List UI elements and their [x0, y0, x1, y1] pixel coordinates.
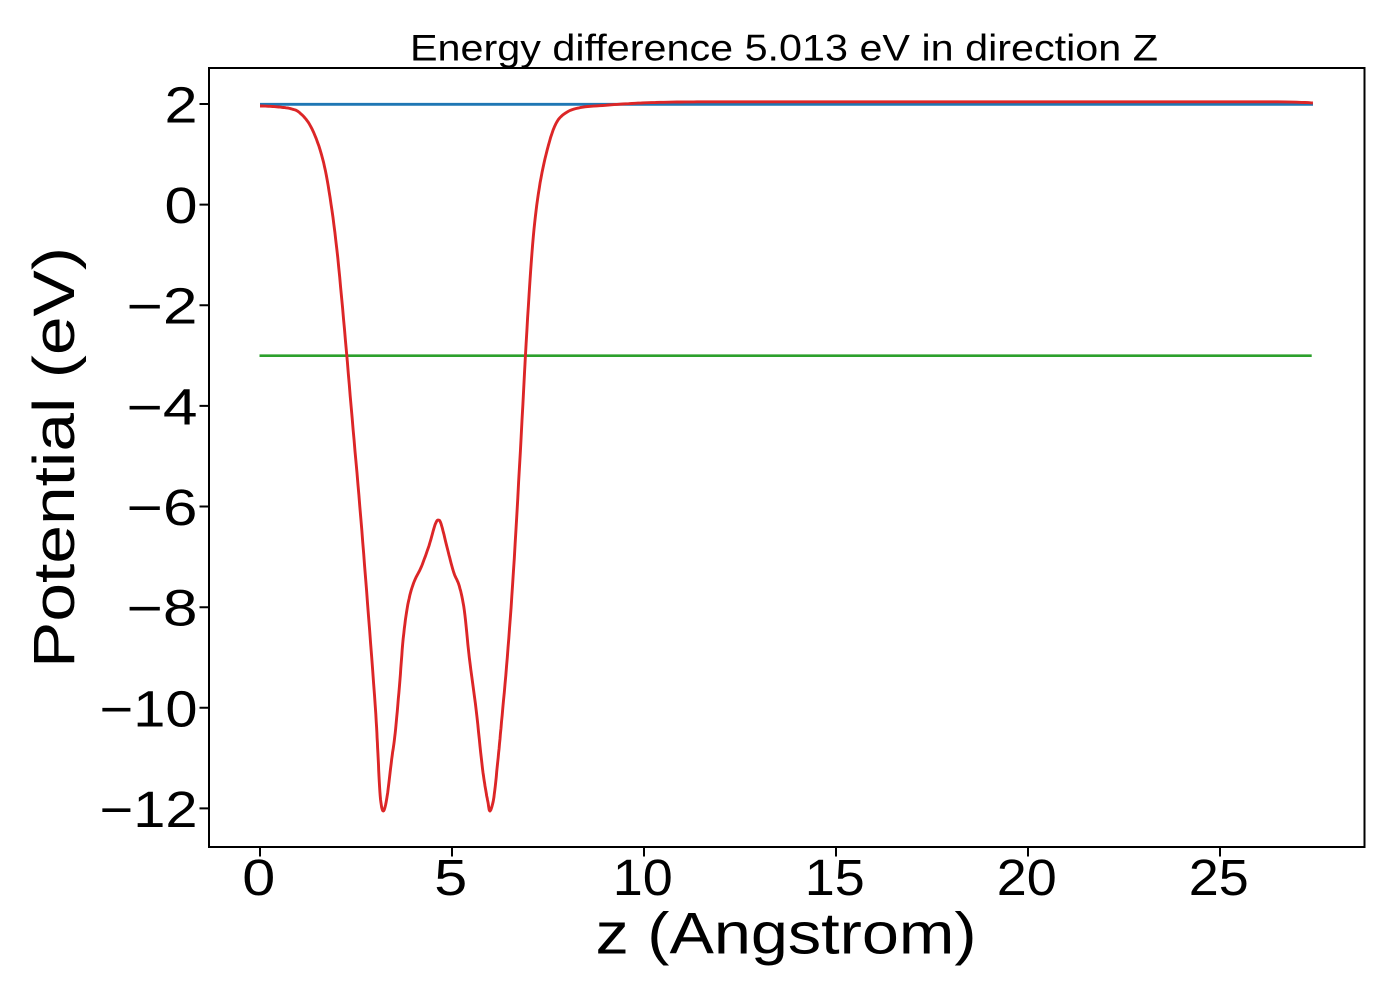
svg-text:15: 15	[805, 849, 865, 906]
svg-text:−8: −8	[127, 580, 198, 637]
svg-text:−10: −10	[100, 680, 198, 737]
svg-text:0: 0	[242, 849, 275, 906]
svg-text:0: 0	[165, 177, 198, 234]
svg-text:20: 20	[997, 849, 1057, 906]
svg-text:−4: −4	[127, 378, 198, 435]
svg-text:−2: −2	[127, 278, 198, 335]
svg-text:−6: −6	[127, 479, 198, 536]
svg-text:Energy difference 5.013 eV in: Energy difference 5.013 eV in direction …	[410, 28, 1158, 69]
svg-text:25: 25	[1189, 849, 1249, 906]
svg-text:−12: −12	[100, 781, 198, 838]
svg-text:2: 2	[165, 77, 198, 134]
svg-text:z (Angstrom): z (Angstrom)	[596, 902, 977, 967]
svg-text:5: 5	[434, 849, 467, 906]
svg-text:10: 10	[613, 849, 673, 906]
svg-text:Potential (eV): Potential (eV)	[22, 247, 87, 668]
